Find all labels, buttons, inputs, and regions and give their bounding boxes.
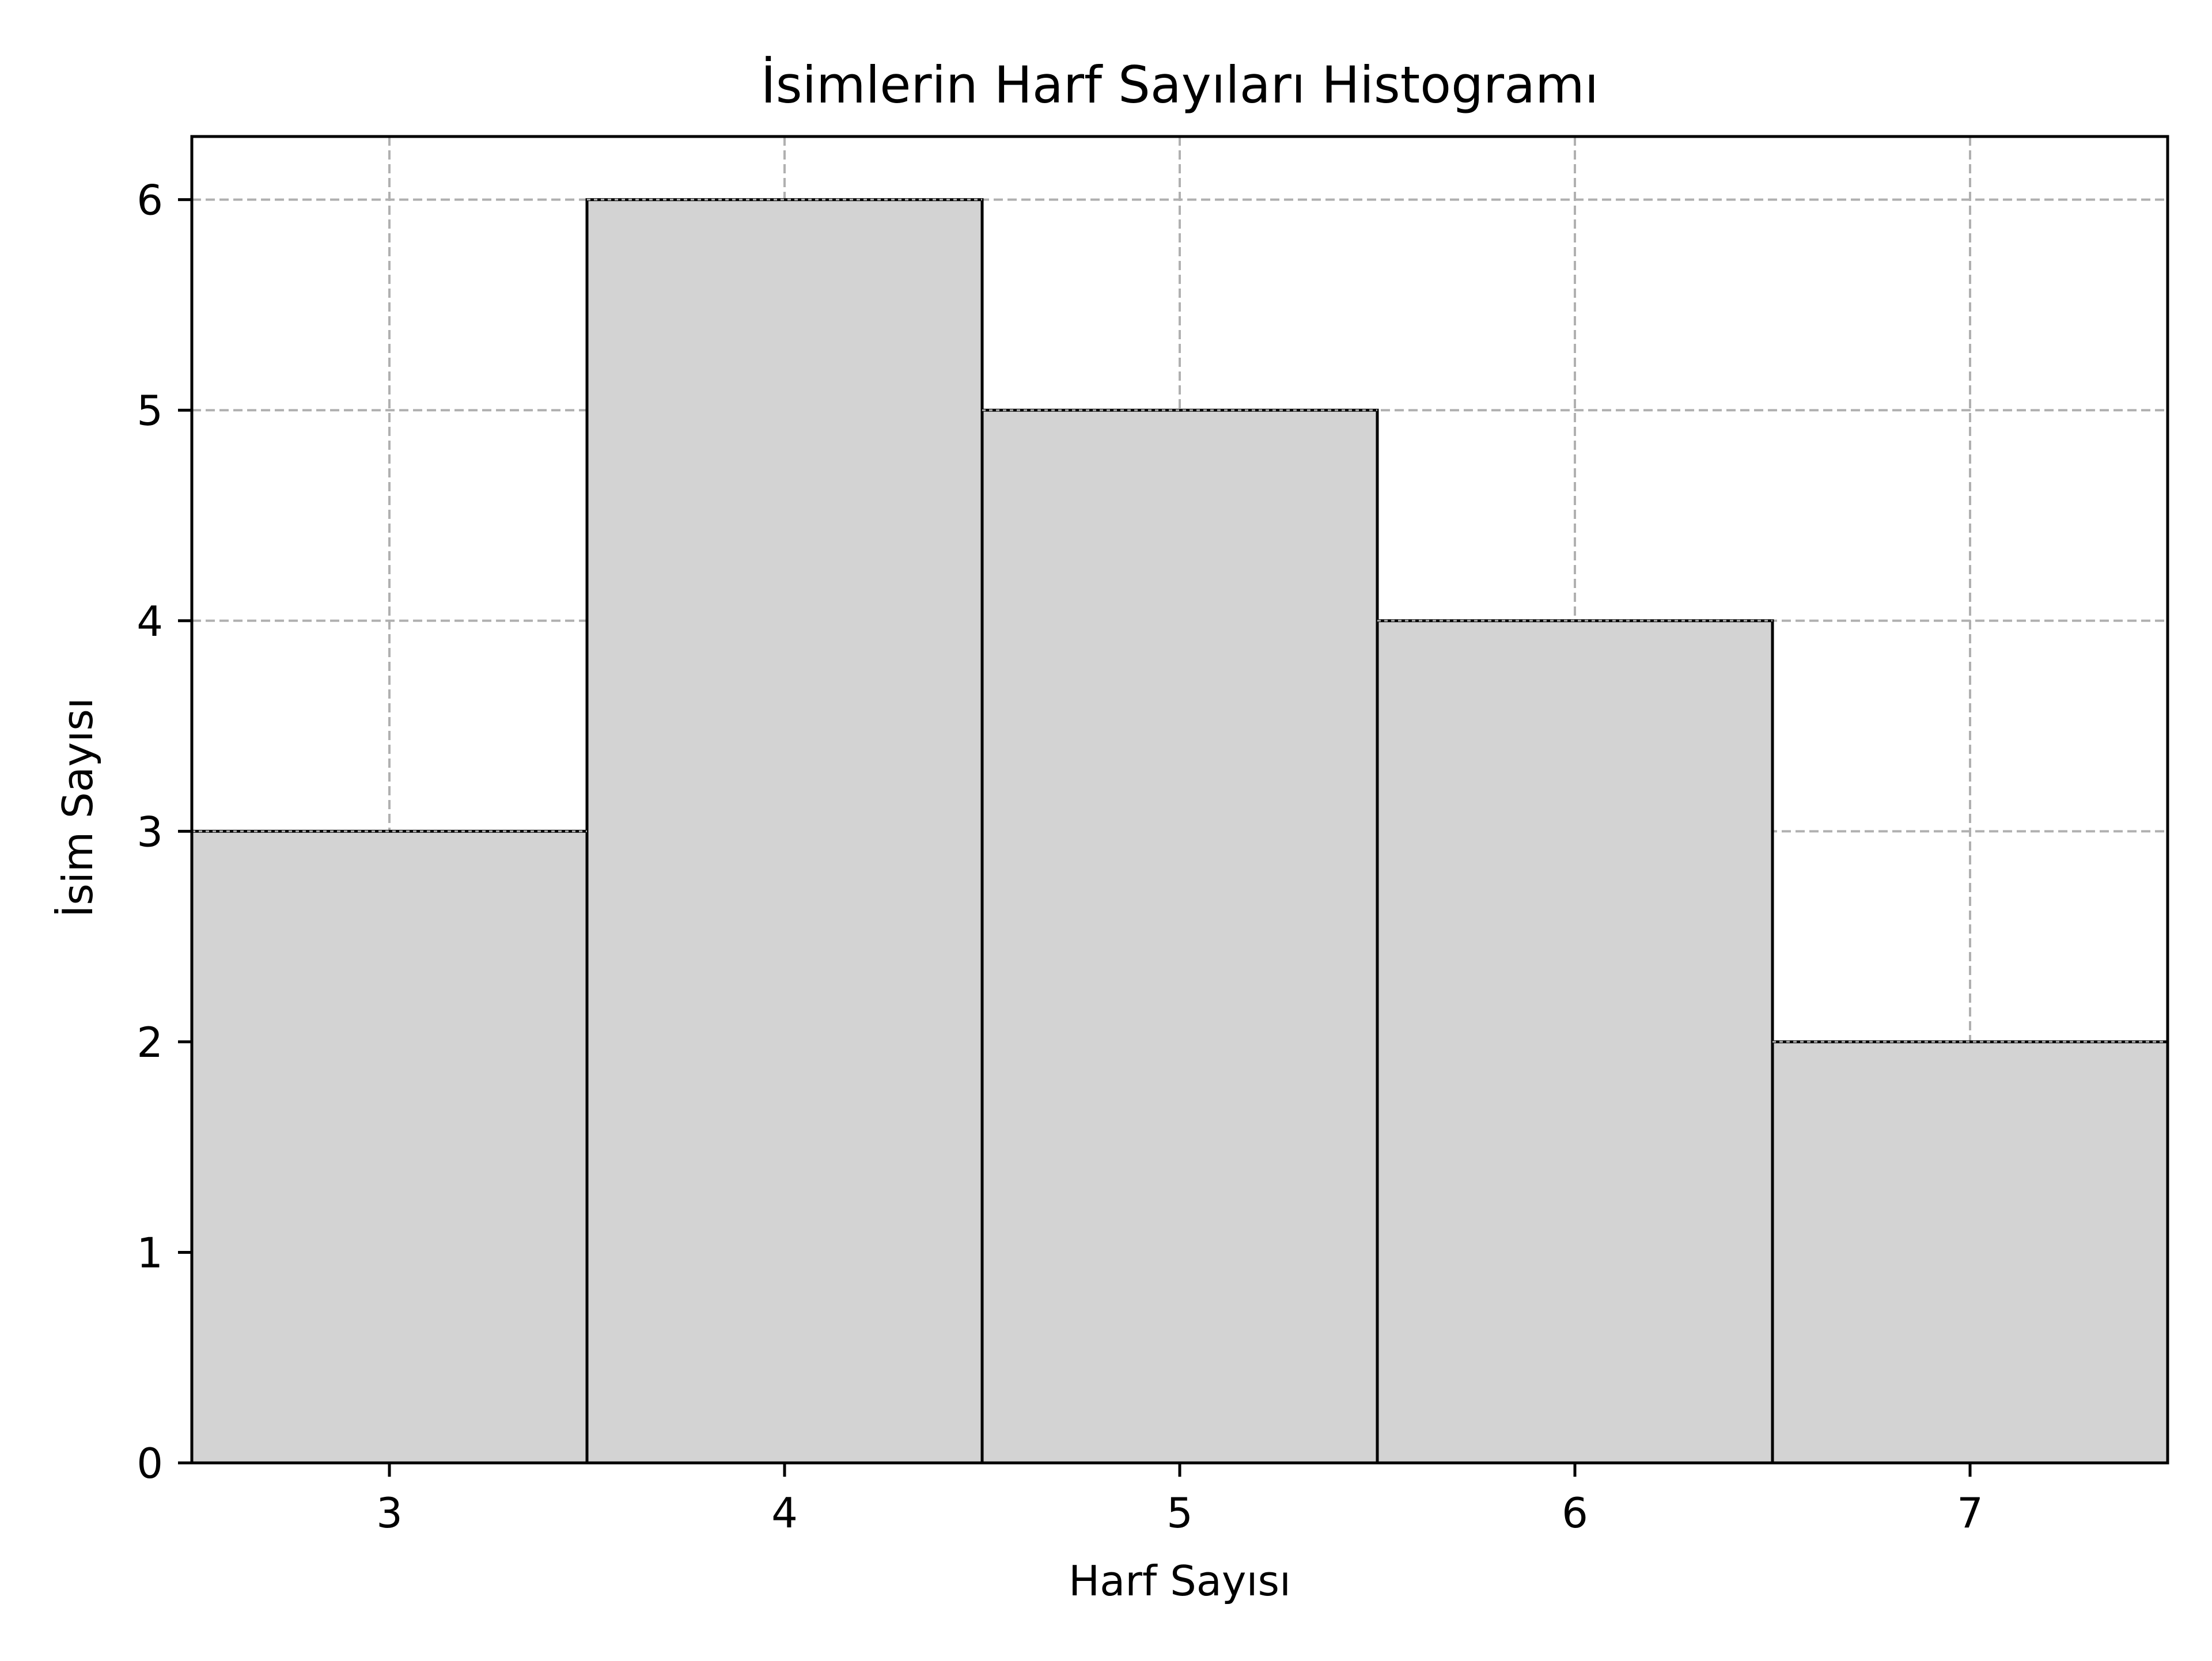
x-axis-label: Harf Sayısı (1069, 1557, 1291, 1605)
chart-title: İsimlerin Harf Sayıları Histogramı (761, 55, 1599, 115)
x-tick-label: 7 (1957, 1489, 1983, 1537)
x-tick-label: 4 (771, 1489, 798, 1537)
y-axis-label: İsim Sayısı (54, 697, 102, 917)
y-tick-label: 1 (137, 1228, 163, 1277)
histogram-bar-5 (980, 408, 1379, 1465)
histogram-bar-4 (585, 198, 984, 1465)
y-tick-label: 3 (137, 807, 163, 856)
x-tick-label: 6 (1562, 1489, 1588, 1537)
bars (190, 198, 2169, 1465)
y-tick-label: 2 (137, 1018, 163, 1067)
y-tick-label: 4 (137, 597, 163, 646)
ticks: 3 4 5 6 7 0 1 2 3 4 5 6 (137, 176, 1983, 1537)
histogram-bar-7 (1771, 1040, 2169, 1465)
x-tick-label: 5 (1166, 1489, 1193, 1537)
x-tick-label: 3 (376, 1489, 403, 1537)
histogram-bar-3 (190, 829, 589, 1465)
histogram-bar-6 (1376, 619, 1774, 1465)
y-tick-label: 5 (137, 386, 163, 435)
y-tick-label: 0 (137, 1439, 163, 1488)
y-tick-label: 6 (137, 176, 163, 225)
